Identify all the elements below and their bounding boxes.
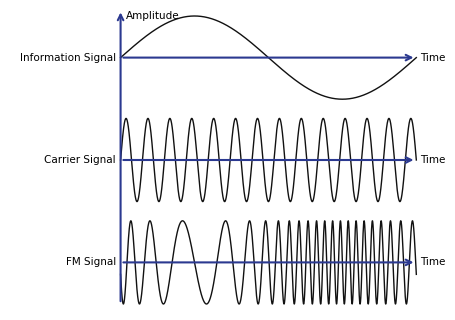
Text: Amplitude: Amplitude — [126, 11, 180, 21]
Text: Time: Time — [420, 52, 445, 63]
Text: FM Signal: FM Signal — [66, 257, 116, 268]
Text: Time: Time — [420, 257, 445, 268]
Text: Carrier Signal: Carrier Signal — [45, 155, 116, 165]
Text: Information Signal: Information Signal — [20, 52, 116, 63]
Text: Time: Time — [420, 155, 445, 165]
